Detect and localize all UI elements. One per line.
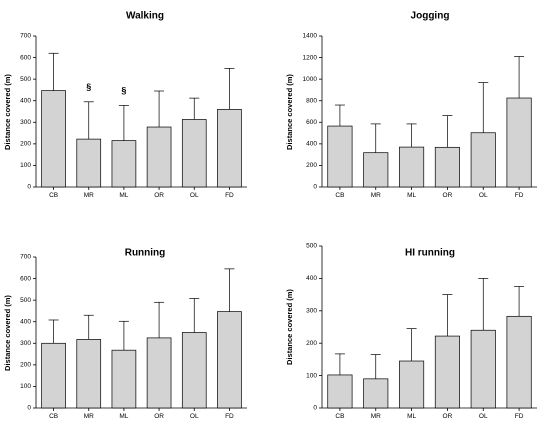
chart-jogging: Jogging Distance covered (m) 0 200 400 600 800… (285, 10, 537, 199)
x-tick-label-ol: OL (190, 413, 199, 420)
chart-walking: Walking Distance covered (m) 0 100 200 300 400… (3, 10, 247, 199)
bar-or (434, 146, 460, 188)
x-tick-label-ml: ML (119, 192, 128, 199)
y-tick-label: 300 (306, 308, 317, 315)
y-tick-label: 0 (313, 405, 317, 412)
x-tick-label-cb: CB (335, 413, 344, 420)
y-tick-label: 400 (306, 275, 317, 282)
y-tick-label: 500 (20, 297, 31, 304)
bar-ol (181, 119, 207, 188)
x-tick-label-mr: MR (371, 192, 381, 199)
y-tick-label: 200 (20, 141, 31, 148)
x-tick-label-cb: CB (49, 192, 58, 199)
bar-ml (111, 140, 137, 188)
y-tick-label: 600 (306, 119, 317, 126)
y-tick-label: 500 (306, 243, 317, 250)
x-tick-label-or: OR (154, 413, 164, 420)
bar-cb (41, 90, 66, 188)
x-tick-label-ol: OL (190, 192, 199, 199)
chart-title: Running (125, 247, 166, 258)
x-tick-label-cb: CB (335, 192, 344, 199)
y-tick-label: 0 (27, 405, 31, 412)
y-tick-label: 100 (306, 372, 317, 379)
y-tick-label: 800 (306, 97, 317, 104)
bar-ml (399, 360, 425, 409)
x-tick-label-ol: OL (479, 192, 488, 199)
chart-title: Jogging (411, 10, 450, 21)
chart-title: HI running (405, 247, 455, 258)
x-tick-label-fd: FD (225, 413, 234, 420)
y-tick-label: 200 (306, 162, 317, 169)
chart-running: Running Distance covered (m) 0 100 200 300 400… (3, 247, 247, 420)
x-tick-label-cb: CB (49, 413, 58, 420)
y-tick-label: 500 (20, 76, 31, 83)
x-tick-label-mr: MR (371, 413, 381, 420)
bar-cb (41, 342, 66, 409)
y-tick-label: 100 (20, 162, 31, 169)
x-tick-label-or: OR (154, 192, 164, 199)
x-tick-label-fd: FD (515, 413, 524, 420)
y-axis-label: Distance covered (m) (3, 295, 12, 371)
x-tick-label-fd: FD (225, 192, 234, 199)
x-tick-label-ml: ML (119, 413, 128, 420)
chart-title: Walking (126, 10, 164, 21)
x-tick-label-mr: MR (84, 192, 94, 199)
significance-marker: § (121, 85, 126, 95)
bar-or (146, 337, 172, 409)
y-axis-label: Distance covered (m) (285, 289, 294, 365)
bar-cb (327, 374, 353, 409)
bar-ol (470, 132, 496, 188)
x-tick-label-mr: MR (84, 413, 94, 420)
y-tick-label: 200 (20, 362, 31, 369)
x-tick-label-or: OR (443, 413, 453, 420)
bar-fd (506, 315, 532, 409)
y-tick-label: 1400 (303, 33, 318, 40)
bar-cb (327, 125, 353, 188)
y-tick-label: 600 (20, 275, 31, 282)
bar-ol (181, 332, 207, 409)
y-tick-label: 400 (306, 141, 317, 148)
y-tick-label: 100 (20, 383, 31, 390)
x-tick-label-ml: ML (407, 192, 416, 199)
y-tick-label: 700 (20, 254, 31, 261)
x-tick-label-fd: FD (515, 192, 524, 199)
chart-hi-running: HI running Distance covered (m) 0 100 200 300… (285, 243, 537, 420)
bar-fd (217, 311, 242, 409)
bar-mr (76, 138, 102, 188)
bar-or (434, 335, 460, 409)
y-tick-label: 0 (27, 184, 31, 191)
y-tick-label: 400 (20, 97, 31, 104)
bar-fd (506, 97, 532, 188)
y-tick-label: 300 (20, 340, 31, 347)
x-tick-label-ol: OL (479, 413, 488, 420)
y-tick-label: 600 (20, 54, 31, 61)
y-tick-label: 700 (20, 33, 31, 40)
y-axis-label: Distance covered (m) (3, 74, 12, 150)
y-tick-label: 0 (313, 184, 317, 191)
y-tick-label: 1000 (303, 76, 318, 83)
bar-ml (111, 349, 137, 409)
bar-ol (470, 329, 496, 409)
significance-marker: § (86, 82, 91, 92)
bar-mr (363, 152, 389, 188)
bar-fd (217, 108, 242, 188)
y-tick-label: 1200 (303, 54, 318, 61)
x-tick-label-or: OR (443, 192, 453, 199)
bar-or (146, 126, 172, 188)
bar-ml (399, 146, 425, 188)
y-tick-label: 300 (20, 119, 31, 126)
y-axis-label: Distance covered (m) (285, 74, 294, 150)
bar-mr (76, 339, 102, 409)
y-tick-label: 200 (306, 340, 317, 347)
x-tick-label-ml: ML (407, 413, 416, 420)
bar-mr (363, 378, 389, 409)
y-tick-label: 400 (20, 318, 31, 325)
